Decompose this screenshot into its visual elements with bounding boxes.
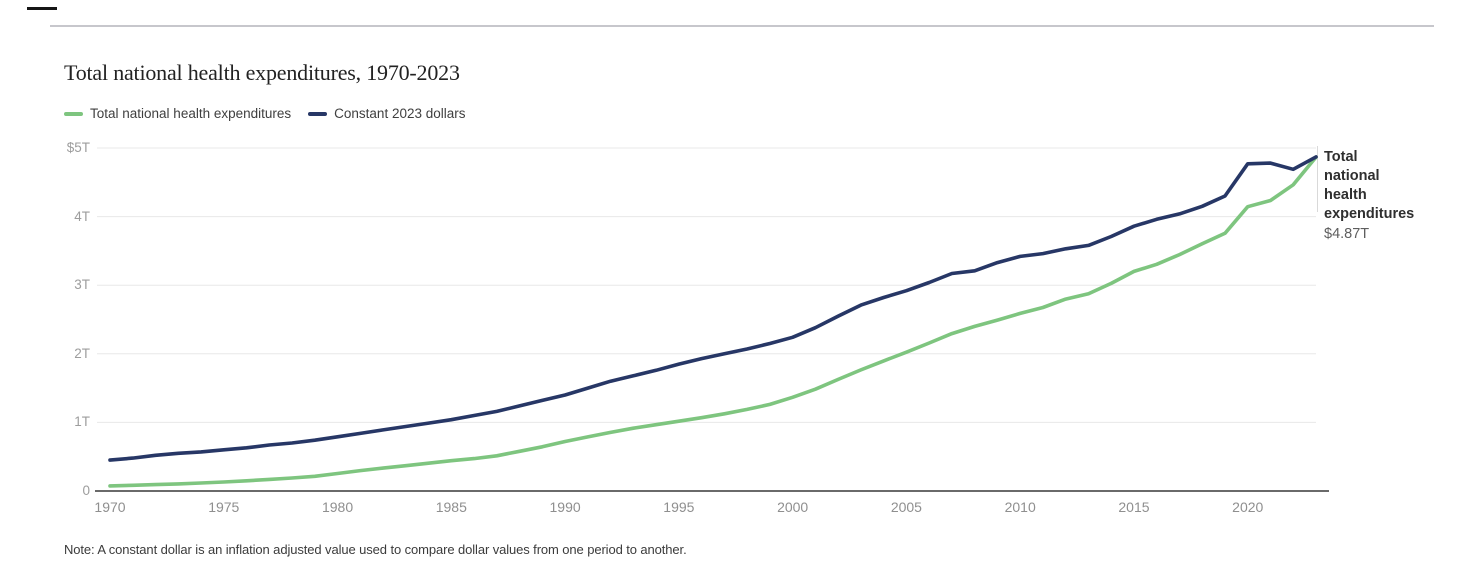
legend-item-total-expenditures: Total national health expenditures xyxy=(64,106,291,121)
y-tick-label: $5T xyxy=(66,140,90,155)
x-tick-label: 2010 xyxy=(1004,499,1036,515)
chart-title: Total national health expenditures, 1970… xyxy=(64,60,460,85)
y-tick-label: 2T xyxy=(74,345,90,361)
x-tick-label: 2000 xyxy=(777,499,809,515)
x-tick-label: 1975 xyxy=(208,499,240,515)
gridlines xyxy=(97,147,1316,423)
x-tick-label: 1970 xyxy=(94,499,126,515)
top-divider-rule xyxy=(50,25,1434,27)
annotation-series-name: Total national health expenditures xyxy=(1324,149,1415,222)
y-tick-label: 4T xyxy=(74,208,90,224)
legend-label: Total national health expenditures xyxy=(90,106,292,121)
y-tick-label: 0 xyxy=(82,483,90,498)
x-tick-label: 2005 xyxy=(890,499,922,515)
series-end-annotation: Total national health expenditures $4.87… xyxy=(1324,148,1416,244)
x-tick-label: 1985 xyxy=(435,499,467,515)
series-line-total-expenditures[interactable] xyxy=(108,155,1318,488)
series-lines xyxy=(108,155,1318,488)
annotation-value: $4.87T xyxy=(1324,226,1370,242)
x-tick-label: 1980 xyxy=(321,499,354,515)
x-tick-label: 1995 xyxy=(663,499,695,515)
note-text: Note: A constant dollar is an inflation … xyxy=(64,542,687,557)
x-tick-label: 2020 xyxy=(1232,499,1264,515)
legend-swatch-navy xyxy=(308,111,328,116)
y-tick-label: 3T xyxy=(74,277,90,293)
legend-swatch-green xyxy=(64,111,83,116)
x-tick-label: 2015 xyxy=(1118,499,1150,515)
y-tick-label: 1T xyxy=(74,414,90,430)
legend-item-constant-dollars: Constant 2023 dollars xyxy=(308,106,466,121)
x-tick-label: 1990 xyxy=(549,499,581,515)
series-line-constant-dollars[interactable] xyxy=(108,155,1318,462)
legend: Total national health expenditures Const… xyxy=(64,106,466,121)
legend-label: Constant 2023 dollars xyxy=(334,106,466,121)
top-accent-dash xyxy=(27,7,57,10)
